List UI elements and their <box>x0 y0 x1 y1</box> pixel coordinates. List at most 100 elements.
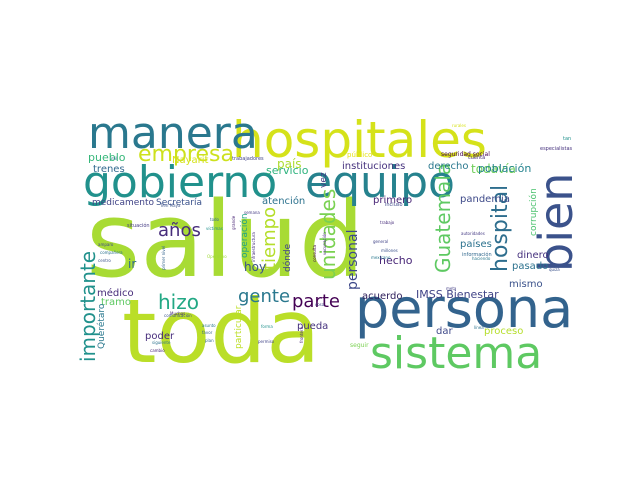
word-hizo: hizo <box>158 290 199 314</box>
word-empresa: empresa <box>138 142 234 167</box>
word-gente: gente <box>238 286 290 307</box>
word-corrupcion: corrupción <box>528 188 539 236</box>
word-todavia: todavía <box>471 162 516 176</box>
word-companera: compañera <box>100 250 123 255</box>
word-meta: meta <box>446 286 457 291</box>
word-plan: plan <box>205 338 214 343</box>
word-victimas: víctimas <box>206 226 223 231</box>
word-hecho: hecho <box>379 254 413 267</box>
word-paises: países <box>460 238 492 250</box>
word-todo: todo <box>210 217 220 222</box>
word-pueblo: pueblo <box>88 151 126 164</box>
word-favor: favor <box>202 330 213 335</box>
word-servicio: servicio <box>266 164 309 177</box>
word-situacion: situación <box>127 222 150 229</box>
word-particular: particular <box>234 305 244 349</box>
word-consulta: consulta <box>312 245 317 262</box>
word-guatemala: Guatemala <box>431 163 455 273</box>
word-quiza: quizá <box>549 267 560 272</box>
word-bien: bien <box>529 173 583 272</box>
word-dinero: dinero <box>517 250 549 261</box>
word-rurales: rurales <box>452 123 466 128</box>
word-grande: grande <box>231 215 236 230</box>
word-pasado: pasado <box>512 261 548 272</box>
word-derecho: derecho <box>428 161 469 172</box>
word-linea: línea <box>474 325 484 330</box>
word-millones: millones <box>381 248 398 253</box>
word-cosa: cosa <box>315 302 325 307</box>
word-trenes: trenes <box>93 164 125 175</box>
word-dar: dar <box>436 326 453 337</box>
word-vez: vez <box>319 172 329 188</box>
word-queretaro: Querétaro <box>96 303 107 349</box>
word-tiempo: tiempo <box>259 207 280 270</box>
word-medico: médico <box>97 287 134 299</box>
word-operativo: Operativo <box>207 254 227 259</box>
word-trabajo: trabajo <box>380 220 395 225</box>
word-unidades: unidades <box>316 189 340 280</box>
word-tan: tan <box>563 136 571 142</box>
word-tren-maya: Tren Maya <box>159 203 181 208</box>
word-salud: salud <box>86 179 365 301</box>
word-parte: parte <box>292 291 340 312</box>
word-centro: centro <box>98 258 111 263</box>
word-infraestructura: infraestructura <box>251 232 256 262</box>
word-anos: años <box>158 220 201 241</box>
word-seguir: seguir <box>350 342 369 349</box>
word-trabajadores: trabajadores <box>232 156 264 162</box>
word-asunto: asunto <box>202 323 216 328</box>
word-manera: manera <box>88 108 258 159</box>
word-mil: mil <box>111 156 117 161</box>
word-hospital: hospital <box>488 185 513 272</box>
word-vacunacion: vacunación <box>322 232 327 255</box>
word-siguiente: siguiente <box>152 340 171 345</box>
word-seguridad-social: seguridad social <box>441 151 490 158</box>
word-mexicano: mexicano <box>371 255 391 260</box>
word-primero: primero <box>373 195 412 206</box>
word-donde: dónde <box>282 243 293 272</box>
word-frontera: frontera <box>299 326 304 343</box>
word-personal: personal <box>345 230 361 290</box>
word-imss: IMSS Bienestar <box>416 288 499 301</box>
word-pandemia: pandemia <box>460 194 510 205</box>
word-hoy: hoy <box>244 260 266 274</box>
word-gobierno: gobierno <box>83 157 277 208</box>
word-nayarit: Nayarit <box>172 155 209 166</box>
word-hospitales: hospitales <box>232 111 487 169</box>
word-secretaria: Secretaría <box>156 198 202 208</box>
word-tramo: tramo <box>101 297 131 308</box>
word-especialistas: especialistas <box>540 146 573 152</box>
word-persona: persona <box>355 277 573 340</box>
word-instituciones: instituciones <box>342 161 405 172</box>
word-semana: semana <box>244 210 260 215</box>
word-importante: importante <box>76 251 100 362</box>
word-pais: país <box>277 157 302 171</box>
word-haciendo: haciendo <box>472 256 491 261</box>
word-informacion: información <box>462 251 492 258</box>
word-equipo: equipo <box>305 157 455 208</box>
word-toda: toda <box>122 280 320 383</box>
word-general: general <box>373 239 388 244</box>
word-ir: ir <box>128 257 136 271</box>
word-cuenta: cuenta <box>468 155 485 161</box>
word-primer-nivel: primer nivel <box>161 246 166 270</box>
word-muchas: Muchas <box>170 311 185 316</box>
word-medicamento: medicamento <box>92 198 155 208</box>
word-pueda: pueda <box>297 321 328 332</box>
word-autoridades: autoridades <box>461 231 485 236</box>
word-amparo: amparo <box>98 242 114 247</box>
word-cambio: cambio <box>150 348 165 353</box>
word-poder: poder <box>145 331 175 342</box>
word-proceso: proceso <box>484 326 523 337</box>
word-comunicacion: comunicación <box>164 313 192 318</box>
word-operacion: operación <box>239 213 250 258</box>
word-incluso: incluso <box>385 202 403 208</box>
word-acuerdo: acuerdo <box>362 291 403 302</box>
word-sistema: sistema <box>370 328 542 379</box>
word-mismo: mismo <box>509 279 543 290</box>
word-forma: forma <box>261 324 273 329</box>
word-atencion: atención <box>262 195 305 207</box>
word-permiso: permiso <box>258 339 275 344</box>
word-poblacion: población <box>478 162 531 175</box>
